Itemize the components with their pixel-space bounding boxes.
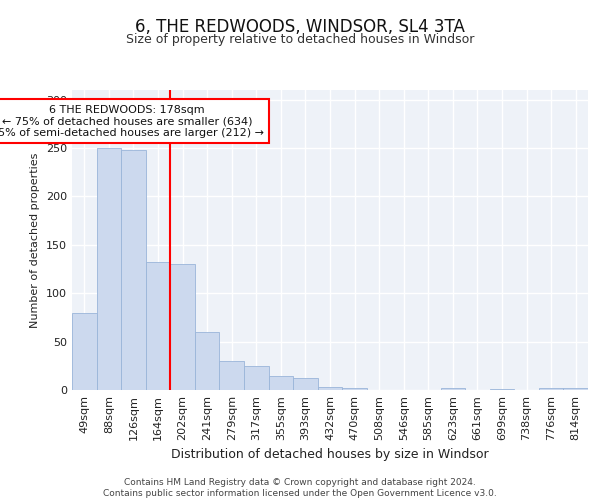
Bar: [220, 361, 244, 390]
Bar: [440, 388, 465, 390]
Bar: [293, 378, 318, 390]
Text: Contains HM Land Registry data © Crown copyright and database right 2024.
Contai: Contains HM Land Registry data © Crown c…: [103, 478, 497, 498]
Bar: [563, 388, 588, 390]
Bar: [490, 389, 514, 390]
Bar: [342, 388, 367, 390]
Bar: [146, 262, 170, 390]
Text: Size of property relative to detached houses in Windsor: Size of property relative to detached ho…: [126, 32, 474, 46]
Text: 6, THE REDWOODS, WINDSOR, SL4 3TA: 6, THE REDWOODS, WINDSOR, SL4 3TA: [135, 18, 465, 36]
Bar: [121, 150, 146, 390]
Bar: [269, 376, 293, 390]
Bar: [318, 387, 342, 390]
Bar: [539, 388, 563, 390]
Y-axis label: Number of detached properties: Number of detached properties: [31, 152, 40, 328]
Bar: [170, 264, 195, 390]
Bar: [244, 366, 269, 390]
X-axis label: Distribution of detached houses by size in Windsor: Distribution of detached houses by size …: [171, 448, 489, 462]
Bar: [72, 312, 97, 390]
Bar: [195, 332, 220, 390]
Text: 6 THE REDWOODS: 178sqm
← 75% of detached houses are smaller (634)
25% of semi-de: 6 THE REDWOODS: 178sqm ← 75% of detached…: [0, 104, 264, 138]
Bar: [97, 148, 121, 390]
